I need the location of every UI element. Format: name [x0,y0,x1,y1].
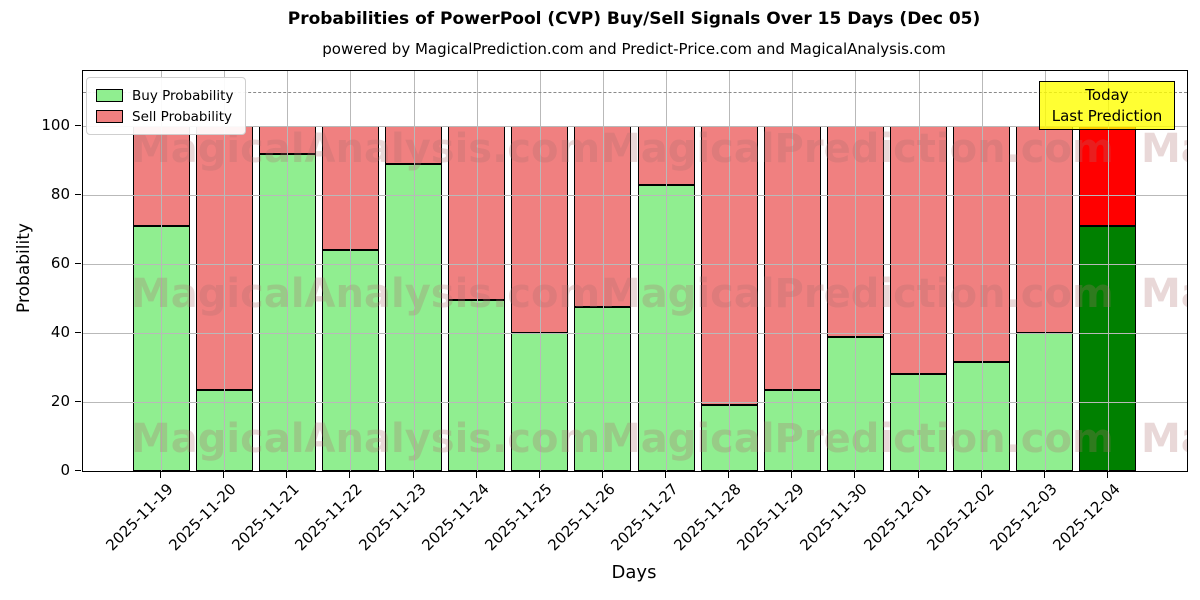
x-tick-mark [160,471,161,478]
y-tick-mark [75,401,81,403]
x-tick-mark [728,471,730,478]
watermark-text: MagicalAnalysis.com [1141,271,1187,317]
v-gridline-2025-11-22 [350,71,352,471]
y-tick-label-20: 20 [50,392,70,411]
y-tick-label-80: 80 [50,185,70,204]
x-tick-mark [475,471,477,478]
y-tick-mark [75,194,81,196]
x-tick-mark [286,471,288,478]
x-tick-mark [412,471,414,478]
x-tick-mark [1043,471,1045,478]
chart-subtitle: powered by MagicalPrediction.com and Pre… [322,40,946,58]
v-gridline-2025-11-20 [224,71,226,471]
v-gridline-2025-12-04 [1107,71,1109,471]
x-tick-mark [854,471,856,478]
today-annotation-line2: Last Prediction [1051,106,1163,125]
v-gridline-2025-11-30 [855,71,857,471]
watermark-text: MagicalPrediction.com [601,416,1114,462]
v-gridline-2025-12-01 [918,71,920,471]
legend-label-sell: Sell Probability [132,108,233,125]
watermark-text: MagicalAnalysis.com [131,416,601,462]
v-gridline-2025-11-23 [413,71,415,471]
x-tick-mark [538,471,540,478]
v-gridline-2025-11-26 [602,71,604,471]
x-tick-mark [917,471,919,478]
watermark-text: MagicalAnalysis.com [1141,126,1187,172]
x-tick-mark [665,471,667,478]
x-tick-mark [601,471,603,478]
buy-swatch-icon [96,89,123,102]
v-gridline-2025-12-03 [1044,71,1046,471]
v-gridline-2025-11-24 [476,71,478,471]
y-tick-label-0: 0 [60,461,70,479]
h-gridline-100 [83,126,1187,128]
h-gridline-80 [83,195,1187,197]
h-gridline-40 [83,333,1187,335]
legend: Buy Probability Sell Probability [86,77,247,135]
y-tick-mark [75,125,81,127]
today-annotation-line1: Today [1085,85,1129,104]
v-gridline-2025-11-27 [666,71,668,471]
y-tick-label-60: 60 [50,254,70,273]
legend-item-sell: Sell Probability [96,106,233,127]
y-tick-label-40: 40 [50,323,70,342]
chart-title: Probabilities of PowerPool (CVP) Buy/Sel… [287,9,981,29]
h-gridline-60 [83,264,1187,266]
h-gridline-20 [83,402,1187,404]
watermark-text: MagicalAnalysis.com [1141,416,1187,462]
sell-swatch-icon [96,110,123,123]
legend-label-buy: Buy Probability [132,87,234,104]
y-tick-mark [75,470,81,471]
watermark-text: MagicalAnalysis.com [131,271,601,317]
x-tick-mark [349,471,351,478]
v-gridline-2025-11-21 [287,71,289,471]
v-gridline-2025-12-02 [981,71,983,471]
plot-area: MagicalAnalysis.com MagicalPrediction.com… [82,70,1188,472]
x-tick-mark [1106,471,1108,478]
y-tick-label-100: 100 [41,116,70,135]
x-tick-mark [791,471,793,478]
legend-item-buy: Buy Probability [96,85,233,106]
v-gridline-2025-11-29 [792,71,794,471]
x-tick-mark [980,471,982,478]
x-tick-mark [223,471,225,478]
dashed-threshold-line [83,91,1187,93]
v-gridline-2025-11-19 [161,71,162,471]
watermark-text: MagicalPrediction.com [601,271,1114,317]
y-axis-label: Probability [14,223,34,313]
y-tick-mark [75,263,81,265]
watermark-text: MagicalPrediction.com [601,126,1114,172]
today-annotation-box: Today Last Prediction [1039,81,1175,130]
bar-2025-11-30 [826,126,884,471]
v-gridline-2025-11-25 [539,71,541,471]
v-gridline-2025-11-28 [729,71,731,471]
x-axis-label: Days [611,562,657,583]
y-tick-mark [75,332,81,334]
